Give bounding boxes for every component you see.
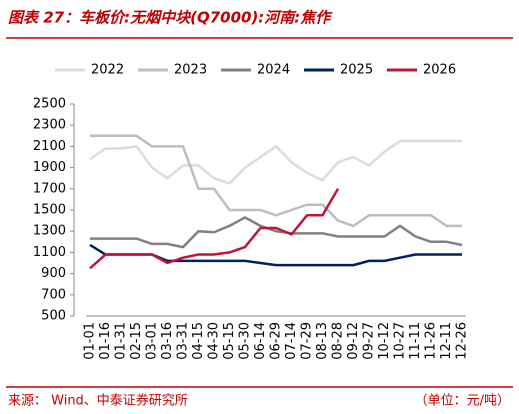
- x-tick-label: 02-15: [129, 322, 144, 360]
- x-tick-label: 10-12: [377, 322, 392, 360]
- x-tick-label: 07-14: [284, 322, 299, 360]
- y-tick-label: 1700: [33, 181, 66, 196]
- y-tick-label: 1300: [33, 224, 66, 239]
- y-tick-label: 1900: [33, 160, 66, 175]
- legend-label: 2024: [257, 63, 290, 78]
- x-tick-label: 07-29: [300, 322, 315, 360]
- y-tick-label: 900: [41, 266, 66, 281]
- x-tick-label: 11-26: [424, 322, 439, 360]
- legend-label: 2022: [91, 63, 124, 78]
- x-tick-label: 03-16: [160, 322, 175, 360]
- unit: （单位：元/吨）: [415, 394, 510, 409]
- legend-label: 2026: [423, 63, 456, 78]
- x-tick-label: 06-29: [269, 322, 284, 360]
- x-tick-label: 10-27: [393, 322, 408, 360]
- y-tick-label: 700: [41, 287, 66, 302]
- y-tick-label: 500: [41, 309, 66, 324]
- legend-label: 2023: [174, 63, 207, 78]
- x-tick-label: 06-14: [253, 322, 268, 360]
- source: 来源： Wind、中泰证券研究所: [8, 393, 188, 409]
- legend-label: 2025: [340, 63, 373, 78]
- x-tick-label: 09-27: [362, 322, 377, 360]
- y-tick-label: 1100: [33, 245, 66, 260]
- y-tick-label: 2300: [33, 118, 66, 133]
- x-tick-label: 12-26: [455, 322, 470, 360]
- x-tick-label: 09-12: [346, 322, 361, 360]
- series-line: [89, 139, 462, 185]
- series-line: [89, 188, 340, 270]
- x-tick-label: 01-01: [83, 322, 98, 360]
- series-line: [90, 134, 462, 228]
- y-tick-label: 2100: [33, 139, 66, 154]
- y-tick-label: 2500: [33, 97, 66, 112]
- x-tick-label: 12-11: [439, 322, 454, 360]
- chart-title: 图表 27：车板价:无烟中块(Q7000):河南:焦作: [8, 9, 333, 27]
- x-tick-label: 04-15: [191, 322, 206, 360]
- x-tick-label: 05-30: [238, 322, 253, 360]
- x-tick-label: 11-11: [408, 322, 423, 360]
- x-tick-label: 03-31: [176, 322, 191, 360]
- x-tick-label: 04-30: [207, 322, 222, 360]
- y-tick-label: 1500: [33, 203, 66, 218]
- x-tick-label: 08-13: [315, 322, 330, 360]
- x-tick-label: 01-31: [114, 322, 129, 360]
- series-line: [90, 216, 463, 249]
- x-tick-label: 03-01: [145, 322, 160, 360]
- x-tick-label: 05-15: [222, 322, 237, 360]
- x-tick-label: 08-28: [331, 322, 346, 360]
- x-tick-label: 01-16: [98, 322, 113, 360]
